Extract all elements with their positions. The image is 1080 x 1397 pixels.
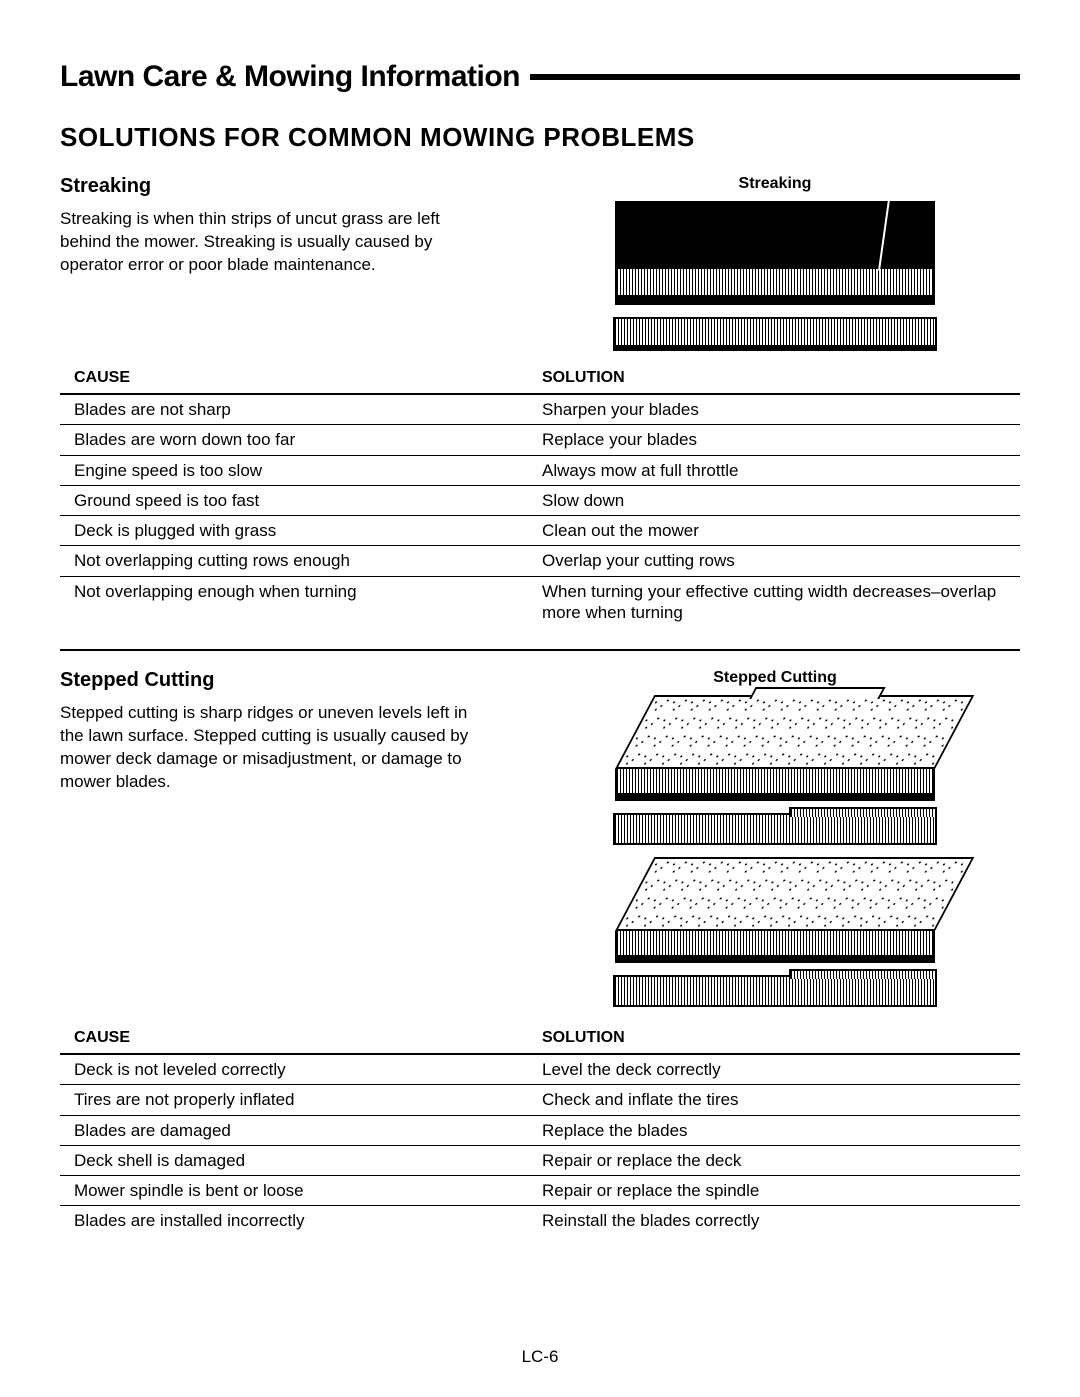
- cell-cause: Not overlapping cutting rows enough: [60, 546, 528, 575]
- cell-cause: Blades are not sharp: [60, 395, 528, 424]
- cell-solution: Reinstall the blades correctly: [528, 1206, 1020, 1235]
- stepped-figure: [530, 695, 1020, 1007]
- stepped-description: Stepped cutting is sharp ridges or uneve…: [60, 702, 490, 794]
- page-number: LC-6: [0, 1347, 1080, 1367]
- cell-solution: Overlap your cutting rows: [528, 546, 1020, 575]
- table-row: Mower spindle is bent or looseRepair or …: [60, 1176, 1020, 1206]
- streaking-figure-label: Streaking: [530, 175, 1020, 193]
- section-title: SOLUTIONS FOR COMMON MOWING PROBLEMS: [60, 122, 1020, 153]
- cell-cause: Mower spindle is bent or loose: [60, 1176, 528, 1205]
- col-header-cause: CAUSE: [60, 365, 528, 393]
- stepped-figure-col: Stepped Cutting: [530, 669, 1020, 1007]
- cell-cause: Tires are not properly inflated: [60, 1085, 528, 1114]
- stepped-text-col: Stepped Cutting Stepped cutting is sharp…: [60, 669, 490, 1007]
- cell-solution: Sharpen your blades: [528, 395, 1020, 424]
- table-row: Blades are damagedReplace the blades: [60, 1116, 1020, 1146]
- cell-solution: Repair or replace the spindle: [528, 1176, 1020, 1205]
- cell-solution: Repair or replace the deck: [528, 1146, 1020, 1175]
- cell-solution: Level the deck correctly: [528, 1055, 1020, 1084]
- cell-solution: Replace the blades: [528, 1116, 1020, 1145]
- cell-solution: Always mow at full throttle: [528, 456, 1020, 485]
- table-row: Deck is not leveled correctlyLevel the d…: [60, 1055, 1020, 1085]
- stepped-illustration-3: [615, 857, 935, 963]
- stepped-table: CAUSE SOLUTION Deck is not leveled corre…: [60, 1025, 1020, 1236]
- streaking-section: Streaking Streaking is when thin strips …: [60, 175, 1020, 347]
- stepped-heading: Stepped Cutting: [60, 669, 490, 692]
- streaking-figure: [530, 201, 1020, 347]
- cell-cause: Deck is plugged with grass: [60, 516, 528, 545]
- cell-cause: Blades are worn down too far: [60, 425, 528, 454]
- streaking-illustration-top: [615, 201, 935, 305]
- section-divider: [60, 649, 1020, 651]
- table-row: Not overlapping cutting rows enoughOverl…: [60, 546, 1020, 576]
- col-header-solution: SOLUTION: [528, 365, 1020, 393]
- col-header-cause: CAUSE: [60, 1025, 528, 1053]
- cell-solution: Check and inflate the tires: [528, 1085, 1020, 1114]
- col-header-solution: SOLUTION: [528, 1025, 1020, 1053]
- cell-cause: Engine speed is too slow: [60, 456, 528, 485]
- page-header: Lawn Care & Mowing Information: [60, 60, 1020, 94]
- cell-cause: Deck is not leveled correctly: [60, 1055, 528, 1084]
- table-row: Engine speed is too slowAlways mow at fu…: [60, 456, 1020, 486]
- stepped-illustration-1: [615, 695, 935, 801]
- cell-cause: Deck shell is damaged: [60, 1146, 528, 1175]
- stepped-illustration-2: [613, 813, 937, 845]
- page: Lawn Care & Mowing Information SOLUTIONS…: [0, 0, 1080, 1397]
- cell-solution: Slow down: [528, 486, 1020, 515]
- cell-solution: Replace your blades: [528, 425, 1020, 454]
- table-header-row: CAUSE SOLUTION: [60, 1025, 1020, 1055]
- streaking-figure-col: Streaking: [530, 175, 1020, 347]
- table-row: Blades are worn down too farReplace your…: [60, 425, 1020, 455]
- cell-cause: Blades are damaged: [60, 1116, 528, 1145]
- cell-solution: Clean out the mower: [528, 516, 1020, 545]
- stepped-illustration-4: [613, 975, 937, 1007]
- table-row: Deck shell is damagedRepair or replace t…: [60, 1146, 1020, 1176]
- table-row: Blades are not sharpSharpen your blades: [60, 395, 1020, 425]
- table-row: Not overlapping enough when turningWhen …: [60, 577, 1020, 628]
- cell-cause: Ground speed is too fast: [60, 486, 528, 515]
- streaking-description: Streaking is when thin strips of uncut g…: [60, 208, 490, 277]
- table-header-row: CAUSE SOLUTION: [60, 365, 1020, 395]
- streaking-table: CAUSE SOLUTION Blades are not sharpSharp…: [60, 365, 1020, 627]
- stepped-section: Stepped Cutting Stepped cutting is sharp…: [60, 669, 1020, 1007]
- cell-solution: When turning your effective cutting widt…: [528, 577, 1020, 628]
- cell-cause: Blades are installed incorrectly: [60, 1206, 528, 1235]
- table-row: Deck is plugged with grassClean out the …: [60, 516, 1020, 546]
- streaking-illustration-bottom: [613, 317, 937, 347]
- table-row: Ground speed is too fastSlow down: [60, 486, 1020, 516]
- stepped-figure-label: Stepped Cutting: [530, 669, 1020, 687]
- page-header-title: Lawn Care & Mowing Information: [60, 60, 530, 94]
- streaking-text-col: Streaking Streaking is when thin strips …: [60, 175, 490, 347]
- streaking-heading: Streaking: [60, 175, 490, 198]
- table-row: Blades are installed incorrectlyReinstal…: [60, 1206, 1020, 1235]
- header-rule: [530, 74, 1020, 80]
- cell-cause: Not overlapping enough when turning: [60, 577, 528, 628]
- table-row: Tires are not properly inflatedCheck and…: [60, 1085, 1020, 1115]
